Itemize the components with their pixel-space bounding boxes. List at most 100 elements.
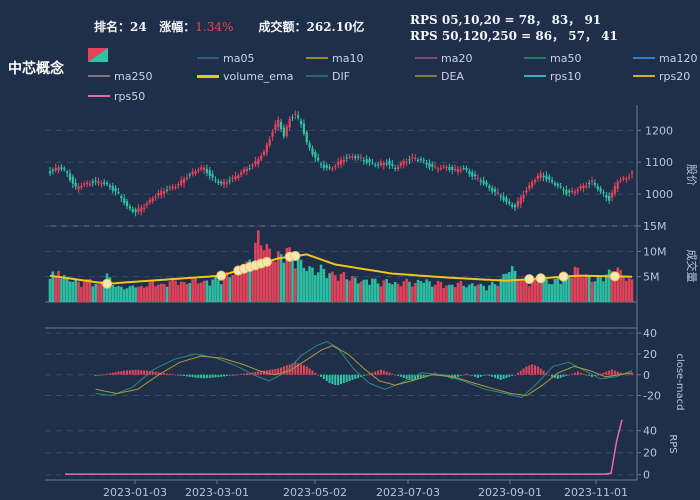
macd-hist-bar xyxy=(499,374,502,380)
volume-bar xyxy=(62,275,66,302)
legend-label: rps20 xyxy=(659,70,691,83)
candle-body xyxy=(105,182,109,185)
x-tick-label: 2023-05-02 xyxy=(283,486,347,499)
volume-bar xyxy=(102,282,106,302)
legend-item-ma20[interactable]: ma20 xyxy=(415,52,472,65)
volume-bar xyxy=(134,287,137,302)
candle-body xyxy=(217,181,220,183)
legend-item-rps10[interactable]: rps10 xyxy=(524,70,581,83)
candle-body xyxy=(585,186,588,188)
candle-body xyxy=(334,166,337,168)
macd-hist-bar xyxy=(553,374,556,378)
macd-hist-bar xyxy=(579,372,582,375)
candle-body xyxy=(208,170,211,176)
candle-body xyxy=(365,159,368,163)
candle-body xyxy=(348,156,351,158)
volume-bar xyxy=(553,278,557,302)
macd-hist-bar xyxy=(616,371,619,375)
candle-body xyxy=(388,160,391,166)
legend-label: ma50 xyxy=(550,52,582,65)
volume-bar xyxy=(567,275,571,302)
volume-bar xyxy=(505,273,508,302)
volume-bar xyxy=(428,281,431,302)
candle-body xyxy=(228,180,231,182)
legend-item-ma120[interactable]: ma120 xyxy=(633,52,697,65)
legend-item-ma250[interactable]: ma250 xyxy=(88,70,152,83)
legend-item-ma50[interactable]: ma50 xyxy=(524,52,581,65)
legend-item-volume_ema[interactable]: volume_ema xyxy=(197,70,293,83)
volume-bar xyxy=(333,275,337,302)
candle-body xyxy=(590,180,594,183)
candle-body xyxy=(570,190,574,192)
candle-body xyxy=(345,157,348,159)
volume-bar xyxy=(242,265,246,302)
volume-bar xyxy=(262,250,266,302)
volume-bar xyxy=(439,281,443,302)
volume-bar xyxy=(314,275,317,302)
candle-body xyxy=(163,191,166,194)
legend-item-rps20[interactable]: rps20 xyxy=(633,70,690,83)
legend: ma05 ma10 ma20 ma50 ma120 ma250 volume_ema DIF D… xyxy=(0,48,700,104)
volume-bar xyxy=(396,283,400,302)
macd-hist-bar xyxy=(282,366,285,375)
volume-bar xyxy=(202,280,206,302)
candle-body xyxy=(628,176,631,179)
legend-item-rps50[interactable]: rps50 xyxy=(88,90,145,103)
turnover-value: 262.10亿 xyxy=(306,20,365,34)
volume-bar xyxy=(219,284,223,302)
volume-bar xyxy=(291,258,294,302)
candle-body xyxy=(391,163,394,166)
volume-bar xyxy=(559,283,562,302)
legend-item-DEA[interactable]: DEA xyxy=(415,70,464,83)
rps-tick-label: 20 xyxy=(643,447,657,460)
volume-bar xyxy=(194,277,197,302)
candle-body xyxy=(328,167,331,169)
legend-item-DIF[interactable]: DIF xyxy=(306,70,350,83)
candle-body xyxy=(285,126,288,136)
legend-label: rps10 xyxy=(550,70,582,83)
candle-body xyxy=(331,168,334,170)
macd-tick-label: 40 xyxy=(643,327,657,340)
legend-swatch xyxy=(524,57,546,59)
volume-bar xyxy=(562,278,565,302)
candle-body xyxy=(439,168,442,170)
macd-hist-bar xyxy=(188,374,191,377)
macd-hist-bar xyxy=(419,374,422,378)
macd-tick-label: 20 xyxy=(643,348,657,361)
macd-hist-bar xyxy=(573,372,576,375)
candle-body xyxy=(516,200,519,207)
macd-hist-bar xyxy=(536,366,539,375)
candle-body xyxy=(125,201,129,207)
macd-hist-bar xyxy=(183,374,186,376)
candle-body xyxy=(425,162,428,165)
macd-hist-bar xyxy=(476,374,479,378)
volume-bar xyxy=(345,279,349,302)
volume-bar xyxy=(579,275,582,302)
macd-hist-bar xyxy=(568,374,571,376)
candle-body xyxy=(245,168,248,172)
macd-hist-bar xyxy=(362,374,365,376)
volume-bar xyxy=(542,279,545,302)
volume-bar xyxy=(405,278,408,302)
legend-item-ma10[interactable]: ma10 xyxy=(306,52,363,65)
legend-item-ma05[interactable]: ma05 xyxy=(197,52,254,65)
volume-bar xyxy=(556,277,560,302)
volume-bar xyxy=(416,279,420,302)
candle-body xyxy=(528,185,531,189)
macd-hist-bar xyxy=(496,374,499,379)
volume-bar xyxy=(602,281,605,302)
change-label: 涨幅： xyxy=(159,20,196,34)
volume-marker xyxy=(558,271,569,282)
volume-bar xyxy=(353,277,357,302)
candle-body xyxy=(240,172,243,175)
volume-tick-label: 15M xyxy=(643,220,667,233)
macd-hist-bar xyxy=(248,372,251,375)
macd-hist-bar xyxy=(137,369,140,375)
volume-bar xyxy=(573,266,577,302)
rank-label: 排名： xyxy=(94,20,131,34)
candle-body xyxy=(48,171,52,174)
legend-swatch xyxy=(197,74,219,78)
rps-axis-label: RPS xyxy=(667,434,678,453)
macd-hist-bar xyxy=(126,370,129,375)
candle-body xyxy=(368,159,371,163)
